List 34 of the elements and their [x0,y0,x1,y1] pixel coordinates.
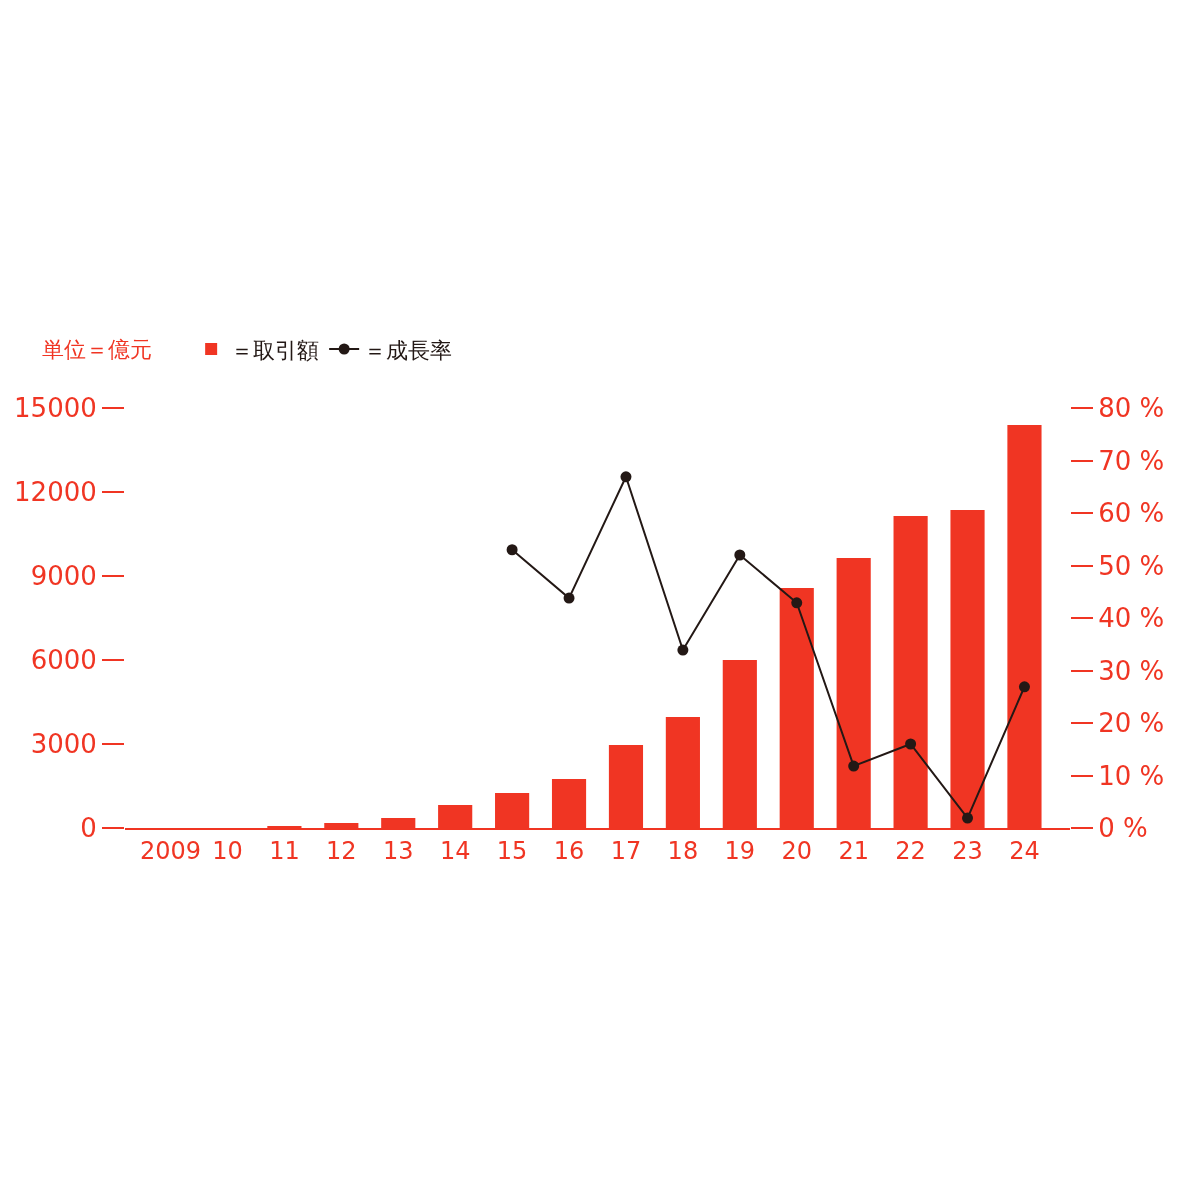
x-tick-label: 23 [952,836,983,865]
y-tick-label: 9000 [30,561,97,592]
y2-tick-label: 0 % [1098,813,1148,844]
y2-tick-label: 50 % [1098,550,1165,581]
x-tick-label: 14 [439,836,471,865]
x-tick-label: 13 [382,836,414,865]
y2-tick-label: 10 % [1098,760,1165,791]
y-tick-label: 3000 [30,729,97,760]
legend-label: ＝成長率 [364,337,453,363]
x-tick-label: 24 [1009,836,1040,865]
x-tick-label: 11 [269,836,300,865]
legend-label: ＝取引額 [231,337,320,363]
y-tick-label: 12000 [14,477,97,508]
x-tick-label: 12 [326,836,357,865]
x-tick-label: 17 [610,836,642,865]
x-tick-label: 16 [553,836,585,865]
y2-tick-label: 20 % [1098,708,1165,739]
x-tick-label: 19 [724,836,756,865]
x-tick-label: 2009 [140,836,202,865]
y-tick-label: 15000 [14,393,97,424]
x-tick-label: 18 [667,836,699,865]
y-axis-title: 単位＝億元 [42,337,152,362]
y2-tick-label: 70 % [1098,445,1165,476]
y-tick-label: 6000 [30,645,97,676]
x-tick-label: 20 [781,836,813,865]
y2-tick-label: 80 % [1098,393,1165,424]
y2-tick-label: 60 % [1098,498,1165,529]
x-tick-label: 10 [212,836,243,865]
x-tick-label: 22 [895,836,926,865]
x-tick-label: 21 [838,836,869,865]
y2-tick-label: 40 % [1098,603,1165,634]
x-tick-label: 15 [496,836,528,865]
y2-tick-label: 30 % [1098,655,1165,686]
y-tick-label: 0 [80,813,97,844]
